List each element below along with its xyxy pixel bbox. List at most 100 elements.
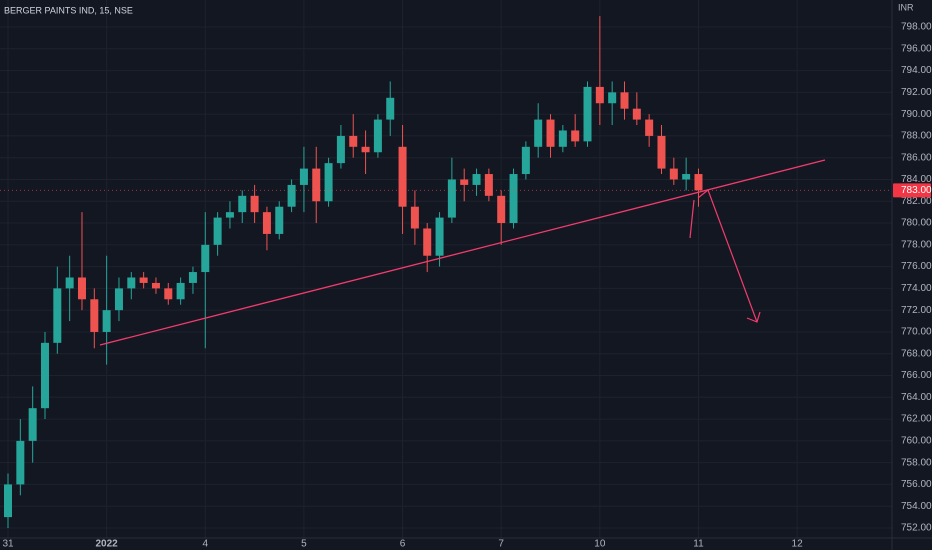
candle-body	[4, 484, 12, 518]
candle-body	[534, 119, 543, 147]
candle-body	[558, 130, 567, 147]
x-tick-label: 6	[400, 539, 406, 550]
candle-body	[336, 135, 345, 164]
y-tick-label: 766.00	[901, 370, 932, 381]
candle-body	[460, 179, 469, 185]
last-price-label: 783.00	[901, 185, 932, 196]
x-tick-label: 10	[594, 539, 606, 550]
y-tick-label: 794.00	[901, 65, 932, 76]
candle-body	[571, 130, 580, 142]
y-tick-label: 754.00	[901, 501, 932, 512]
candle-body	[77, 277, 86, 300]
candle-body	[176, 282, 185, 300]
y-tick-label: 752.00	[901, 523, 932, 534]
y-tick-label: 764.00	[901, 392, 932, 403]
candle-body	[410, 206, 419, 229]
y-tick-label: 782.00	[901, 196, 932, 207]
y-tick-label: 796.00	[901, 43, 932, 54]
candle-body	[188, 272, 197, 283]
candle-body	[373, 119, 382, 153]
x-tick-label: 7	[498, 539, 504, 550]
candle-body	[435, 217, 444, 256]
x-tick-label: 31	[2, 539, 14, 550]
x-tick-label: 2022	[96, 539, 119, 550]
candle-body	[447, 179, 456, 218]
y-tick-label: 772.00	[901, 305, 932, 316]
y-tick-label: 774.00	[901, 283, 932, 294]
candle-body	[423, 228, 432, 256]
candle-body	[28, 408, 37, 441]
symbol-title: BERGER PAINTS IND, 15, NSE	[4, 5, 133, 15]
candle-body	[262, 212, 271, 234]
candle-body	[324, 163, 333, 202]
candle-body	[497, 195, 506, 224]
y-tick-label: 756.00	[901, 479, 932, 490]
candle-body	[139, 277, 148, 283]
candle-body	[583, 86, 592, 142]
candle-body	[287, 184, 296, 207]
candle-body	[114, 288, 123, 311]
candle-body	[484, 174, 493, 196]
candle-body	[632, 108, 641, 120]
x-tick-label: 5	[301, 539, 307, 550]
y-tick-label: 784.00	[901, 174, 932, 185]
candle-body	[546, 119, 555, 147]
candle-body	[40, 342, 49, 409]
y-tick-label: 798.00	[901, 22, 932, 33]
y-tick-label: 780.00	[901, 218, 932, 229]
y-tick-label: 790.00	[901, 109, 932, 120]
candle-body	[521, 146, 530, 175]
candle-body	[164, 288, 173, 300]
candle-body	[225, 212, 234, 218]
last-price-box	[893, 183, 931, 198]
y-tick-label: 758.00	[901, 457, 932, 468]
candle-body	[299, 168, 308, 185]
candle-body	[398, 146, 407, 207]
candle-body	[620, 92, 629, 109]
y-tick-label: 760.00	[901, 435, 932, 446]
y-tick-label: 776.00	[901, 261, 932, 272]
candle-body	[694, 174, 703, 191]
candle-body	[595, 86, 604, 104]
candle-body	[16, 440, 25, 485]
drawing	[689, 199, 695, 239]
candle-body	[102, 310, 111, 332]
arrow-head	[746, 311, 761, 323]
candle-body	[645, 119, 654, 136]
candle-body	[275, 206, 284, 234]
candle-body	[151, 282, 160, 289]
candle-body	[657, 135, 666, 169]
candle-body	[669, 168, 678, 180]
candle-body	[349, 135, 358, 147]
candle-body	[250, 195, 259, 213]
currency: INR	[898, 2, 914, 12]
y-tick-label: 786.00	[901, 152, 932, 163]
candle-body	[127, 277, 136, 289]
candle-body	[65, 277, 74, 289]
candle-body	[213, 217, 222, 245]
candle-body	[90, 299, 99, 332]
candle-body	[238, 195, 247, 213]
candles	[4, 16, 703, 528]
candle-body	[312, 168, 321, 202]
x-tick-label: 12	[792, 539, 804, 550]
y-tick-label: 770.00	[901, 327, 932, 338]
x-tick-label: 11	[693, 539, 704, 550]
grid	[0, 0, 892, 538]
candle-body	[509, 174, 518, 224]
y-tick-label: 762.00	[901, 414, 932, 425]
y-tick-label: 788.00	[901, 131, 932, 142]
candle-body	[472, 174, 481, 185]
candle-body	[361, 146, 370, 153]
candle-body	[386, 97, 395, 120]
y-tick-label: 778.00	[901, 239, 932, 250]
candle-body	[53, 288, 62, 343]
candle-body	[682, 174, 691, 180]
y-tick-label: 792.00	[901, 87, 932, 98]
x-tick-label: 4	[202, 539, 208, 550]
y-tick-label: 768.00	[901, 348, 932, 359]
candle-body	[608, 92, 617, 104]
candle-body	[201, 244, 210, 273]
